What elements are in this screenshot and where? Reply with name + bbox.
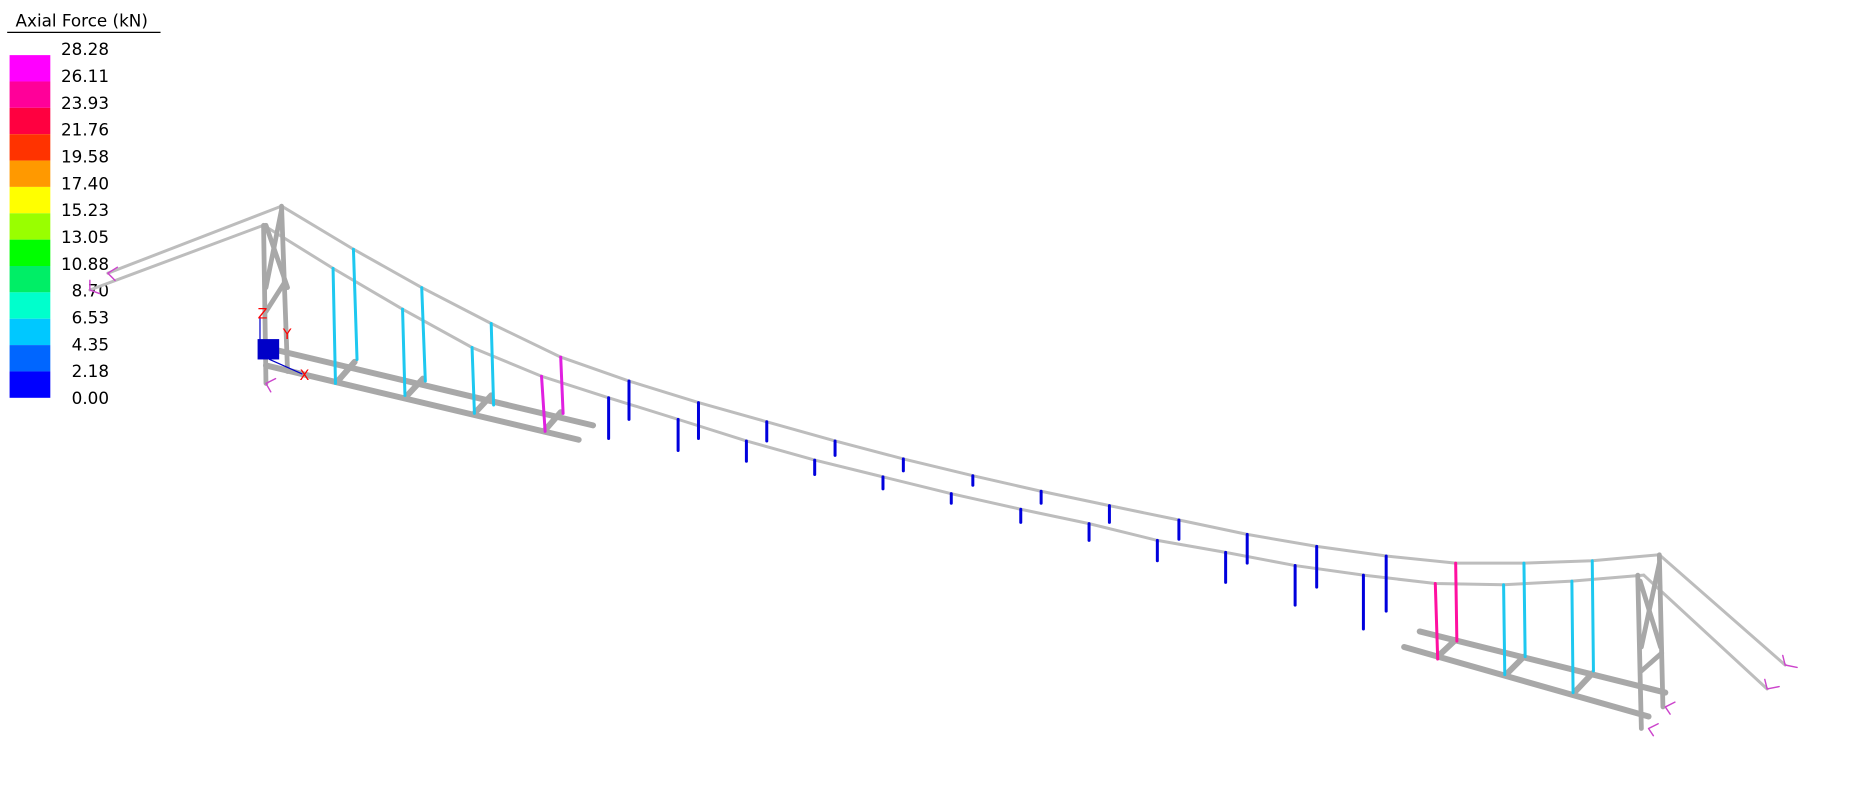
legend-value-label: 17.40 — [61, 173, 109, 193]
axis-x-label: X — [300, 368, 310, 384]
legend-color-band — [9, 107, 51, 135]
right-backstay-near — [1642, 573, 1769, 691]
hanger-element[interactable] — [1502, 583, 1507, 677]
hanger-element[interactable] — [1433, 582, 1440, 661]
legend-color-band — [9, 186, 51, 214]
legend-value-label: 0.00 — [72, 388, 109, 408]
support-icons — [89, 266, 1798, 737]
hanger-element[interactable] — [470, 345, 476, 415]
legend-value-label: 13.05 — [61, 227, 109, 247]
legend-value-label: 28.28 — [61, 39, 109, 59]
right-backstay-far — [1657, 553, 1787, 667]
legend-value-label: 10.88 — [61, 254, 109, 274]
hanger-element[interactable] — [559, 355, 565, 415]
legend-color-band — [9, 81, 51, 108]
legend-value-label: 26.11 — [61, 66, 109, 86]
left-backstay-near — [88, 223, 266, 292]
legend-color-band — [9, 292, 51, 319]
legend-value-label: 23.93 — [61, 93, 109, 113]
legend-color-band — [9, 345, 51, 372]
hanger-element[interactable] — [1454, 561, 1459, 643]
hanger-element[interactable] — [420, 286, 427, 383]
hanger-element[interactable] — [1522, 561, 1527, 659]
legend-value-label: 19.58 — [61, 146, 109, 166]
hanger-element[interactable] — [401, 307, 407, 397]
legend-color-band — [9, 318, 51, 346]
hanger-element[interactable] — [331, 266, 337, 385]
legend-color-band — [9, 55, 51, 82]
legend-value-label: 21.76 — [61, 120, 109, 140]
legend-color-band — [9, 239, 51, 267]
legend-color-band — [9, 266, 51, 293]
hanger-element[interactable] — [1590, 559, 1595, 673]
hanger-element[interactable] — [1570, 579, 1575, 695]
legend-title: Axial Force (kN) — [16, 10, 148, 30]
left-backstay-far — [106, 204, 284, 275]
hanger-element[interactable] — [351, 247, 359, 361]
axis-z-label: Z — [258, 307, 268, 323]
color-legend: Axial Force (kN) 28.28 26.11 23.93 21.76 19.… — [7, 10, 161, 408]
legend-color-band — [9, 134, 51, 161]
main-cable-far — [280, 204, 1661, 565]
origin-cube-icon — [257, 339, 280, 360]
axis-y-label: Y — [282, 327, 292, 343]
legend-value-label: 4.35 — [72, 334, 109, 354]
hanger-element[interactable] — [489, 322, 496, 407]
hanger-element[interactable] — [540, 374, 547, 433]
main-cable-near — [262, 223, 1646, 587]
right-tower — [1635, 552, 1666, 731]
left-deck — [262, 346, 597, 443]
legend-value-label: 2.18 — [72, 361, 109, 381]
legend-value-label: 6.53 — [72, 308, 109, 328]
global-axes: Z Y X — [258, 307, 310, 384]
right-deck — [1401, 628, 1669, 720]
suspension-bridge-model: Z Y X — [88, 203, 1798, 737]
legend-color-band — [9, 371, 51, 398]
legend-color-band — [9, 160, 51, 187]
legend-color-band — [9, 213, 51, 240]
legend-value-label: 15.23 — [61, 200, 109, 220]
